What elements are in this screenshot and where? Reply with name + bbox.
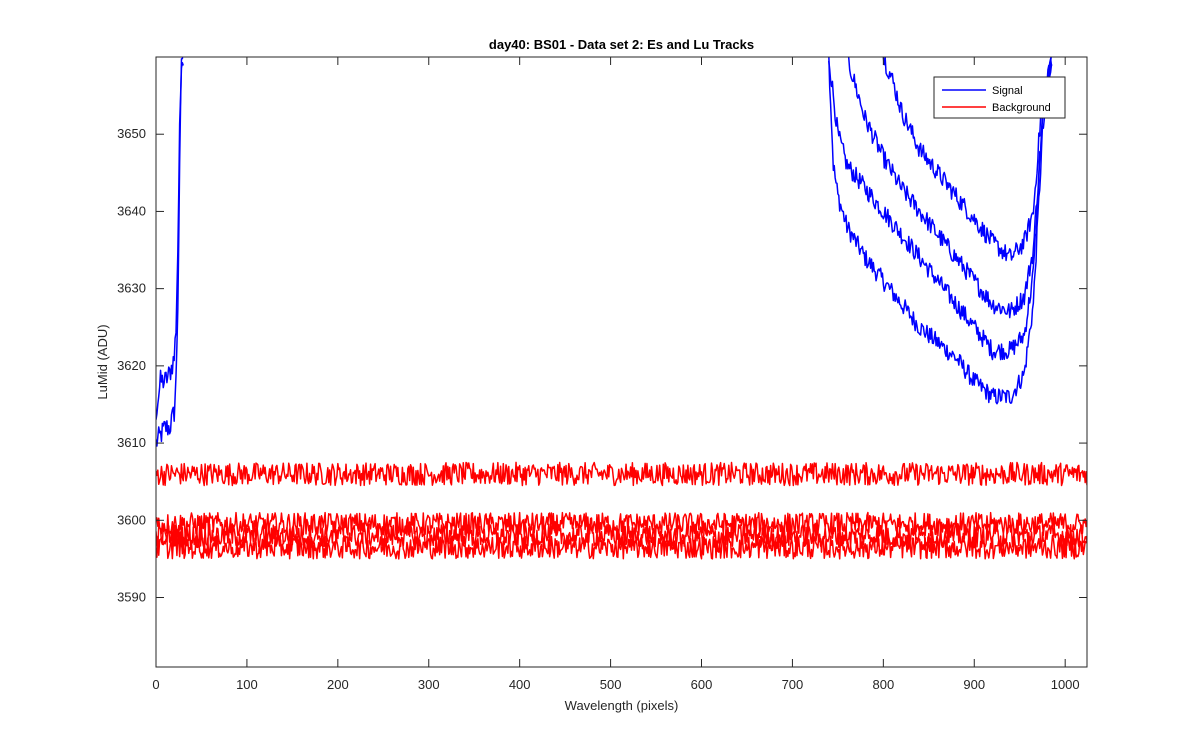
y-tick-label: 3640 [117,203,146,218]
signal-line-2 [156,62,184,420]
legend-label-background: Background [992,102,1051,114]
y-tick-label: 3590 [117,590,146,605]
y-tick-label: 3630 [117,281,146,296]
legend: Signal Background [933,76,1066,119]
x-tick-label: 1000 [1051,677,1080,692]
background-line-2 [156,511,1087,537]
x-tick-label: 400 [509,677,531,692]
x-tick-label: 0 [152,677,159,692]
signal-line-6 [882,57,1052,262]
signal-line-3 [828,57,1052,405]
signal-line-4 [828,57,1053,361]
y-tick-label: 3620 [117,358,146,373]
x-tick-label: 600 [691,677,713,692]
x-tick-label: 800 [872,677,894,692]
x-tick-label: 500 [600,677,622,692]
background-series [156,461,1087,560]
x-tick-label: 100 [236,677,258,692]
background-line-4 [156,534,1087,560]
x-tick-label: 700 [782,677,804,692]
x-axis: 0 100 200 300 400 500 600 700 800 900 1000 [152,57,1080,692]
series-layer [156,57,1087,560]
y-tick-label: 3650 [117,126,146,141]
x-tick-label: 300 [418,677,440,692]
legend-box [933,76,1066,119]
x-tick-label: 200 [327,677,349,692]
y-axis-label: LuMid (ADU) [95,324,110,399]
legend-label-signal: Signal [992,85,1023,97]
plot-area [156,57,1087,667]
axes-box [155,56,1088,668]
signal-series [156,57,1053,447]
chart-title: day40: BS01 - Data set 2: Es and Lu Trac… [489,37,754,52]
x-tick-label: 900 [963,677,985,692]
y-tick-label: 3610 [117,435,146,450]
signal-line-5 [847,57,1053,319]
y-tick-label: 3600 [117,512,146,527]
x-axis-label: Wavelength (pixels) [565,698,679,713]
background-line-1 [156,461,1087,487]
y-axis: 3590 3600 3610 3620 3630 3640 3650 [117,126,1087,605]
